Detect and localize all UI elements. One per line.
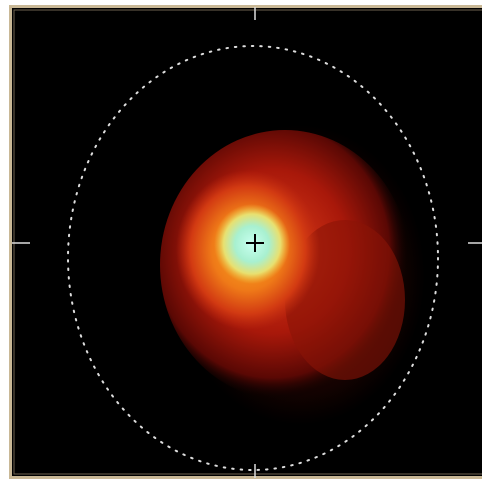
- image: [0, 0, 482, 489]
- page: [0, 0, 482, 489]
